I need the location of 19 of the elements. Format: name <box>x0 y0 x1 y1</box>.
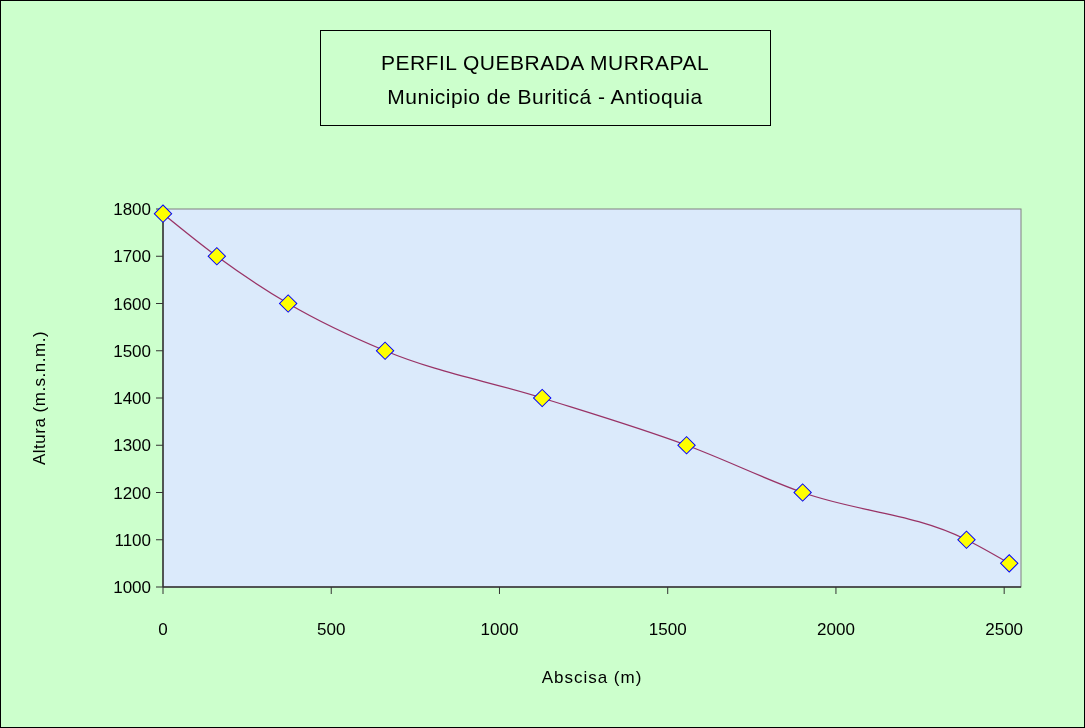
y-tick-label: 1600 <box>113 294 151 314</box>
y-tick-label: 1200 <box>113 483 151 503</box>
x-tick-label: 1000 <box>480 620 519 639</box>
chart-subtitle: Municipio de Buriticá - Antioquia <box>387 85 703 108</box>
chart-title: PERFIL QUEBRADA MURRAPAL <box>380 51 710 74</box>
y-tick-label: 1400 <box>113 389 151 408</box>
x-tick-label: 0 <box>158 620 168 639</box>
x-tick-label: 500 <box>317 620 346 639</box>
y-tick-label: 1100 <box>114 530 151 550</box>
x-axis-title: Abscisa (m) <box>541 668 643 687</box>
y-tick-label: 1500 <box>113 341 151 361</box>
x-tick-label: 2500 <box>985 620 1024 639</box>
x-tick-label: 1500 <box>648 620 687 639</box>
x-tick-label: 2000 <box>817 620 855 639</box>
y-tick-label: 1000 <box>113 578 151 597</box>
y-tick-label: 1300 <box>113 436 151 456</box>
y-axis-title: Altura (m.s.n.m.) <box>30 330 49 466</box>
y-tick-label: 1800 <box>113 200 151 219</box>
y-tick-label: 1700 <box>113 247 151 267</box>
